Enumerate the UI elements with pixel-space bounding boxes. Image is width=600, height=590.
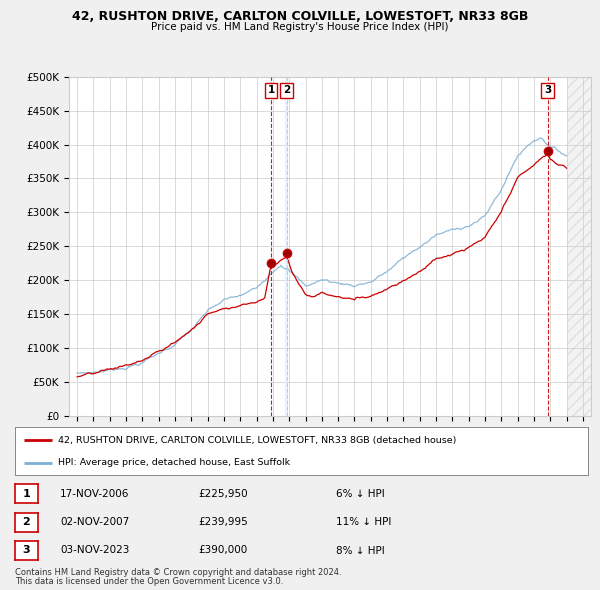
- Text: 42, RUSHTON DRIVE, CARLTON COLVILLE, LOWESTOFT, NR33 8GB (detached house): 42, RUSHTON DRIVE, CARLTON COLVILLE, LOW…: [58, 435, 457, 445]
- Text: 42, RUSHTON DRIVE, CARLTON COLVILLE, LOWESTOFT, NR33 8GB: 42, RUSHTON DRIVE, CARLTON COLVILLE, LOW…: [72, 10, 528, 23]
- Text: This data is licensed under the Open Government Licence v3.0.: This data is licensed under the Open Gov…: [15, 578, 283, 586]
- Text: 2: 2: [283, 86, 290, 95]
- Text: 02-NOV-2007: 02-NOV-2007: [60, 517, 129, 527]
- Text: 6% ↓ HPI: 6% ↓ HPI: [336, 489, 385, 499]
- Text: £225,950: £225,950: [198, 489, 248, 499]
- Text: 8% ↓ HPI: 8% ↓ HPI: [336, 546, 385, 555]
- Text: Price paid vs. HM Land Registry's House Price Index (HPI): Price paid vs. HM Land Registry's House …: [151, 22, 449, 32]
- Text: 2: 2: [23, 517, 30, 527]
- Text: 3: 3: [544, 86, 551, 95]
- Bar: [285, 77, 289, 416]
- Text: 1: 1: [268, 86, 275, 95]
- Text: 3: 3: [23, 546, 30, 555]
- Text: £239,995: £239,995: [198, 517, 248, 527]
- Text: 1: 1: [23, 489, 30, 499]
- Text: 17-NOV-2006: 17-NOV-2006: [60, 489, 130, 499]
- Text: 11% ↓ HPI: 11% ↓ HPI: [336, 517, 391, 527]
- Text: Contains HM Land Registry data © Crown copyright and database right 2024.: Contains HM Land Registry data © Crown c…: [15, 568, 341, 577]
- Bar: [566, 77, 591, 416]
- Text: 03-NOV-2023: 03-NOV-2023: [60, 546, 130, 555]
- Text: £390,000: £390,000: [198, 546, 247, 555]
- Text: HPI: Average price, detached house, East Suffolk: HPI: Average price, detached house, East…: [58, 458, 290, 467]
